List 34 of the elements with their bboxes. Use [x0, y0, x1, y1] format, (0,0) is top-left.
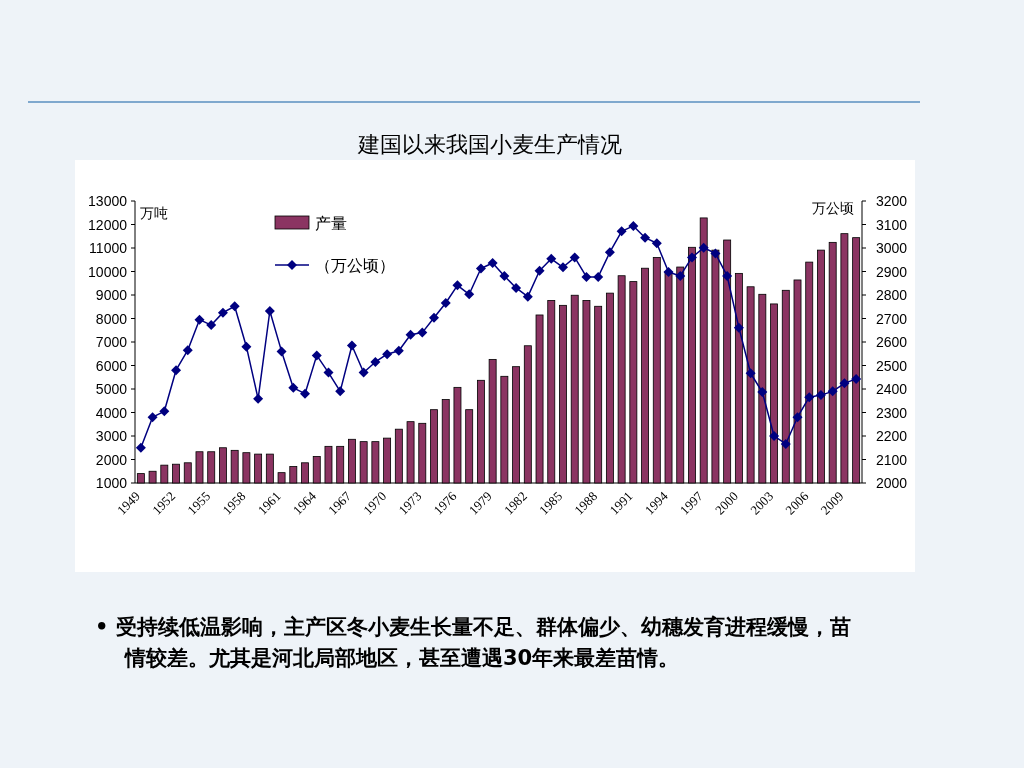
y-tick-label: 13000	[88, 193, 128, 209]
y-tick-label: 4000	[95, 404, 128, 421]
y2-tick-label: 2800	[876, 287, 908, 303]
legend-label: （万公顷）	[315, 256, 395, 275]
y2-axis-title: 万公顷	[812, 200, 854, 216]
y-tick-label: 3000	[95, 428, 128, 444]
y-tick-label: 1000	[95, 475, 128, 491]
y-tick-label: 6000	[95, 357, 128, 374]
x-tick-label: 1961	[254, 488, 284, 518]
chart-title: 建国以来我国小麦生产情况	[357, 132, 622, 157]
y2-tick-label: 3100	[876, 216, 908, 233]
y-tick-label: 8000	[95, 310, 128, 327]
y-tick-label: 10000	[88, 263, 128, 280]
y2-tick-label: 3200	[876, 193, 908, 209]
y2-tick-label: 3000	[876, 240, 908, 256]
y2-tick-label: 2700	[876, 310, 908, 327]
y-tick-label: 11000	[89, 240, 128, 256]
y2-tick-label: 2000	[876, 475, 908, 491]
y2-tick-label: 2900	[876, 263, 908, 280]
y-tick-label: 12000	[88, 216, 128, 233]
y-tick-label: 5000	[95, 381, 128, 397]
legend-label: 产量	[315, 214, 347, 233]
x-tick-label: 1991	[606, 488, 636, 518]
y2-tick-label: 2300	[876, 404, 908, 421]
y2-tick-label: 2100	[876, 451, 908, 468]
y-tick-label: 9000	[95, 287, 128, 303]
y2-tick-label: 2400	[876, 381, 908, 397]
y-tick-label: 2000	[95, 451, 128, 468]
text: • 受持续低温影响，主产区冬小麦生长量不足、群体偏少、幼穗发育进程缓慢，苗情较差。尤其是河北局部地区，甚至遭遇30年来最差苗情。	[95, 614, 852, 672]
y2-tick-label: 2200	[876, 428, 908, 444]
y-axis-title: 万吨	[140, 205, 168, 221]
y2-tick-label: 2500	[876, 357, 908, 374]
y2-tick-label: 2600	[876, 334, 908, 350]
y-tick-label: 7000	[95, 334, 128, 350]
